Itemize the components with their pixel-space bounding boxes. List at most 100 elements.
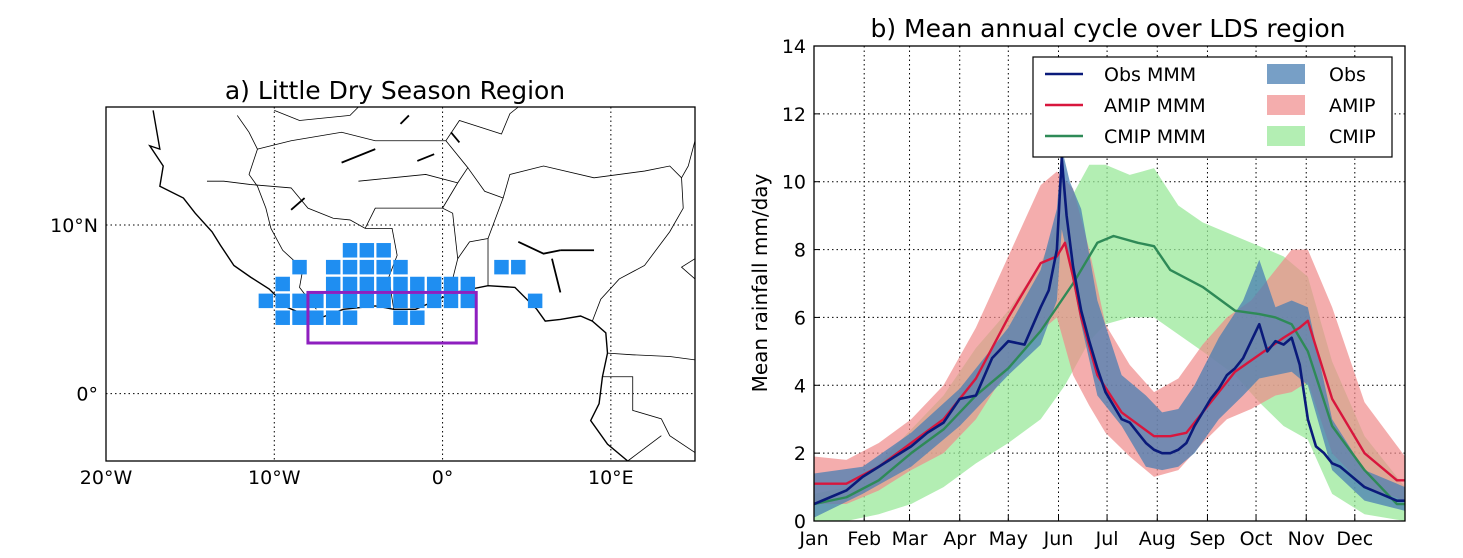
x-tick-label: Sep — [1190, 528, 1226, 550]
lds-grid-cells — [258, 243, 543, 325]
country-border — [358, 174, 458, 184]
line-cmip-mmm — [813, 234, 1405, 506]
y-tick-label: 10 — [782, 172, 806, 194]
x-tick-label: Mar — [892, 528, 928, 550]
grid-cell — [460, 293, 476, 309]
legend-label: Obs — [1329, 64, 1366, 86]
country-border — [236, 115, 317, 310]
map-y-tick-label: 10°N — [50, 215, 98, 237]
legend-band-swatch — [1267, 95, 1305, 115]
line-chart-panel: b) Mean annual cycle over LDS region 0 2 4… — [748, 14, 1406, 550]
line-obs-mmm — [813, 156, 1405, 506]
x-tick-label: Jun — [1043, 528, 1074, 550]
country-border — [257, 131, 469, 209]
border-segment — [450, 131, 461, 143]
grid-cell — [275, 276, 290, 292]
border-segment — [416, 153, 435, 162]
x-tick-label: Jul — [1095, 528, 1119, 550]
grid-cell — [309, 293, 324, 309]
y-tick-label: 8 — [794, 240, 806, 262]
x-tick-label: Jan — [798, 528, 828, 550]
chart-tick-labels: 0 2 4 6 8 10 12 14 Jan Feb Mar Apr May Jun Jul Aug Sep Oc… — [782, 36, 1373, 550]
y-tick-label: 6 — [794, 307, 806, 329]
grid-cell — [292, 259, 307, 275]
grid-cell — [410, 310, 425, 325]
legend-label: Obs MMM — [1104, 64, 1196, 86]
y-tick-label: 4 — [794, 375, 806, 397]
map-coastlines — [148, 106, 696, 462]
mmm-lines — [813, 156, 1405, 506]
x-tick-label: Dec — [1336, 528, 1373, 550]
legend: Obs MMM Obs AMIP MMM AMIP CMIP MMM CMIP — [1032, 56, 1393, 158]
spread-bands — [814, 147, 1405, 521]
grid-cell — [325, 276, 341, 292]
x-tick-label: May — [989, 528, 1028, 550]
y-axis-label: Mean rainfall mm/day — [748, 173, 772, 392]
legend-label: CMIP MMM — [1104, 126, 1206, 148]
x-tick-label: Nov — [1288, 528, 1325, 550]
country-border — [602, 376, 696, 453]
map-x-tick-label: 0° — [432, 467, 454, 489]
coastline — [148, 110, 629, 462]
country-border — [627, 435, 662, 462]
map-x-tick-label: 20°W — [80, 467, 133, 489]
map-y-tick-label: 0° — [76, 384, 98, 406]
grid-cell — [527, 293, 543, 309]
x-tick-label: Aug — [1139, 528, 1176, 550]
grid-cell — [426, 293, 442, 309]
border-segment — [551, 258, 562, 293]
grid-cell — [359, 293, 375, 309]
border-segment — [517, 241, 561, 255]
country-border — [502, 165, 682, 199]
grid-cell — [275, 310, 290, 325]
grid-cell — [325, 259, 341, 275]
country-border — [457, 167, 504, 259]
grid-cell — [393, 259, 408, 275]
grid-cell — [376, 276, 391, 292]
map-x-tick-label: 10°E — [588, 467, 634, 489]
grid-cell — [494, 259, 509, 275]
grid-cell — [292, 293, 307, 309]
legend-box — [1032, 56, 1393, 158]
grid-cell — [376, 293, 391, 309]
country-border — [274, 106, 359, 121]
grid-cell — [292, 310, 307, 325]
chart-frame — [813, 45, 1406, 522]
grid-cell — [342, 293, 358, 309]
grid-cell — [426, 276, 442, 292]
grid-cell — [325, 293, 341, 309]
study-box — [306, 290, 478, 345]
x-tick-label: Apr — [943, 528, 976, 550]
grid-cell — [258, 293, 274, 309]
country-border — [591, 177, 684, 322]
border-segment — [290, 197, 306, 211]
grid-cell — [376, 243, 391, 258]
map-x-tick-label: 10°W — [248, 467, 301, 489]
legend-label: CMIP — [1329, 126, 1376, 148]
grid-cell — [460, 276, 476, 292]
map-frame — [105, 106, 696, 462]
map-panel: a) Little Dry Season Region 20°W 10°W 0° 10… — [50, 76, 696, 489]
grid-cell — [393, 293, 408, 309]
x-tick-label: Oct — [1240, 528, 1273, 550]
grid-cell — [393, 276, 408, 292]
map-graticule — [106, 107, 695, 461]
grid-cell — [342, 259, 358, 275]
country-border — [250, 184, 398, 310]
grid-cell — [410, 276, 425, 292]
x-tick-label: Feb — [847, 528, 881, 550]
map-tick-labels: 20°W 10°W 0° 10°E 10°N 0° — [50, 215, 634, 489]
grid-cell — [359, 259, 375, 275]
grid-cell — [376, 259, 391, 275]
grid-cell — [393, 310, 408, 325]
grid-cell — [342, 243, 358, 258]
y-tick-label: 12 — [782, 104, 806, 126]
band-obs — [814, 147, 1405, 518]
legend-label: AMIP — [1329, 95, 1375, 117]
border-segment — [399, 114, 410, 125]
country-border — [607, 352, 696, 361]
grid-cell — [511, 259, 526, 275]
grid-cell — [443, 293, 459, 309]
grid-cell — [443, 276, 459, 292]
